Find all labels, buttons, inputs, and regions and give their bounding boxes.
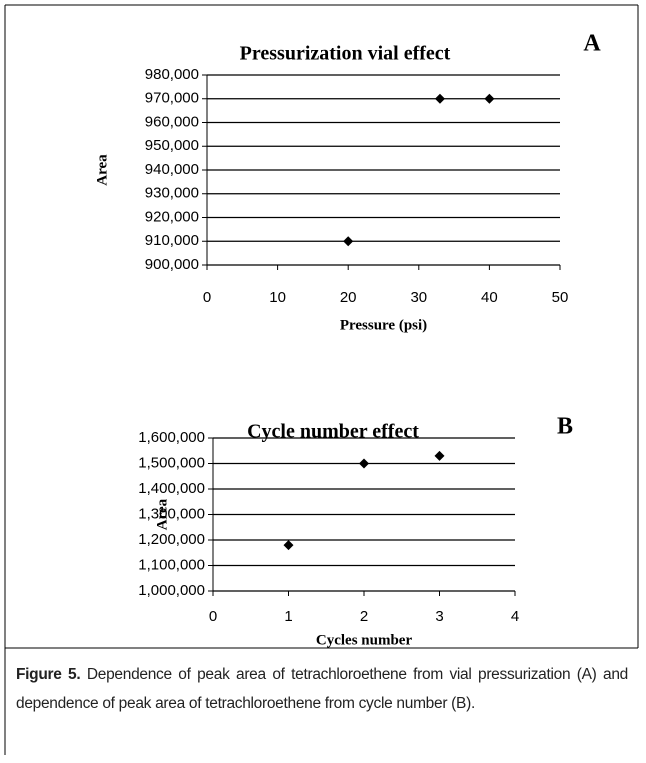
panel-label: A xyxy=(583,31,601,57)
x-tick-label: 50 xyxy=(552,289,569,306)
y-tick-label: 1,400,000 xyxy=(138,480,205,497)
point xyxy=(343,236,354,247)
y-tick-label: 980,000 xyxy=(145,66,199,83)
x-tick-label: 20 xyxy=(340,289,357,306)
y-tick-label: 960,000 xyxy=(145,113,199,130)
figure: Pressurization vial effect A Pressure (psi… xyxy=(4,4,639,654)
y-tick-label: 1,500,000 xyxy=(138,454,205,471)
x-tick-label: 2 xyxy=(360,608,368,625)
y-tick-label: 930,000 xyxy=(145,185,199,202)
x-tick-label: 0 xyxy=(203,289,211,306)
y-axis-label: Area xyxy=(94,154,110,186)
frame-left xyxy=(4,5,6,755)
x-axis-label: Pressure (psi) xyxy=(340,317,427,333)
point xyxy=(434,450,445,461)
y-tick-label: 1,300,000 xyxy=(138,505,205,522)
point xyxy=(484,93,495,104)
caption-label: Figure 5. xyxy=(16,666,81,683)
y-tick-label: 900,000 xyxy=(145,256,199,273)
y-tick-label: 1,600,000 xyxy=(138,429,205,446)
x-tick-label: 3 xyxy=(435,608,443,625)
x-tick-label: 10 xyxy=(269,289,286,306)
point xyxy=(283,540,294,551)
y-tick-label: 920,000 xyxy=(145,208,199,225)
chart-title: Pressurization vial effect xyxy=(240,43,451,65)
chart-title: Cycle number effect xyxy=(247,421,419,443)
point xyxy=(434,93,445,104)
y-tick-label: 940,000 xyxy=(145,161,199,178)
y-tick-label: 950,000 xyxy=(145,137,199,154)
y-axis-label: Area xyxy=(154,498,170,530)
x-tick-label: 1 xyxy=(284,608,292,625)
y-tick-label: 1,200,000 xyxy=(138,531,205,548)
caption-text: Dependence of peak area of tetrachloroet… xyxy=(16,666,628,712)
point xyxy=(359,458,369,469)
panel-label: B xyxy=(557,414,573,440)
x-tick-label: 4 xyxy=(511,608,519,625)
x-tick-label: 30 xyxy=(410,289,427,306)
y-tick-label: 910,000 xyxy=(145,232,199,249)
x-axis-label: Cycles number xyxy=(316,632,413,648)
x-tick-label: 0 xyxy=(209,608,217,625)
y-tick-label: 1,000,000 xyxy=(138,582,205,599)
y-tick-label: 970,000 xyxy=(145,90,199,107)
y-tick-label: 1,100,000 xyxy=(138,556,205,573)
x-tick-label: 40 xyxy=(481,289,498,306)
caption: Figure 5. Dependence of peak area of tet… xyxy=(16,660,628,718)
